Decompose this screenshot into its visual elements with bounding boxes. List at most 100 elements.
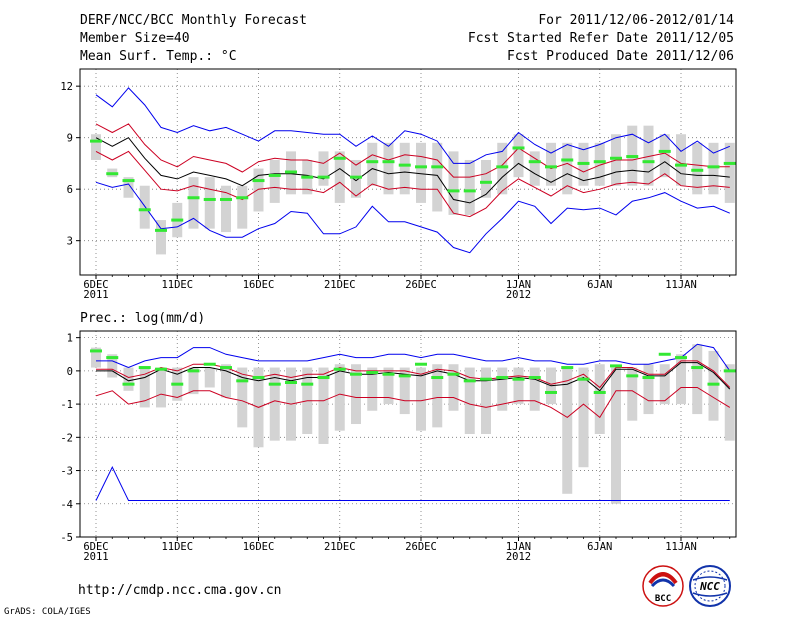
range-bar: [497, 142, 508, 195]
title-left-1: DERF/NCC/BCC Monthly Forecast: [80, 13, 307, 28]
range-bar: [156, 367, 166, 408]
y-tick-label: -4: [60, 499, 73, 511]
range-bar: [529, 367, 540, 411]
y-tick-label: -3: [60, 466, 73, 478]
x-tick-label: 26DEC: [405, 279, 437, 291]
x-tick-label: 1JAN: [506, 541, 531, 553]
range-bar: [643, 125, 654, 186]
range-bar: [432, 364, 443, 428]
range-bar: [318, 151, 329, 186]
range-bar: [416, 142, 426, 203]
range-bar: [546, 142, 556, 186]
ensemble-min-line: [95, 181, 730, 254]
x-tick-label: 26DEC: [405, 541, 437, 553]
range-bar: [399, 142, 410, 195]
range-bar: [204, 177, 215, 229]
range-bar: [253, 168, 264, 212]
grads-credit: GrADS: COLA/IGES: [4, 607, 91, 617]
range-bar: [627, 367, 638, 421]
range-bar: [237, 185, 248, 229]
range-bar: [724, 364, 735, 441]
range-bar: [562, 367, 573, 494]
ensemble-p90-line: [95, 123, 730, 178]
range-bar: [464, 159, 475, 215]
range-bar: [318, 367, 329, 444]
range-bar: [562, 142, 573, 195]
title-right-2: Fcst Started Refer Date 2011/12/05: [468, 31, 734, 46]
range-bar: [692, 142, 703, 195]
x-tick-label: 11DEC: [161, 279, 193, 291]
range-bar: [351, 159, 361, 198]
ensemble-p90-line: [96, 360, 731, 389]
range-bar: [432, 142, 443, 212]
range-bar: [578, 367, 589, 468]
range-bar: [269, 367, 280, 441]
range-bar: [708, 142, 719, 195]
x-tick-label: 21DEC: [324, 541, 356, 553]
y-tick-label: 6: [67, 184, 73, 196]
plot-frame: [79, 68, 737, 276]
x-tick-label: 21DEC: [324, 279, 356, 291]
x-tick-label: 1JAN: [506, 279, 531, 291]
y-tick-label: 3: [67, 236, 73, 248]
plot-frame: [79, 330, 737, 538]
title-left-3: Mean Surf. Temp.: °C: [80, 49, 237, 64]
range-bar: [659, 364, 670, 405]
x-tick-label: 6DEC: [83, 541, 108, 553]
y-tick-label: 1: [67, 333, 73, 345]
range-bar: [481, 367, 491, 434]
range-bar: [91, 347, 101, 368]
x-tick-label: 6JAN: [587, 541, 612, 553]
y-tick-label: -1: [60, 399, 73, 411]
range-bar: [676, 354, 686, 405]
x-tick-label: 11JAN: [665, 541, 697, 553]
ensemble-max-line: [96, 343, 731, 372]
range-bar: [367, 142, 378, 186]
x-tick-label: 11DEC: [161, 541, 193, 553]
range-bar: [351, 364, 361, 425]
range-bar: [513, 134, 524, 178]
ensemble-mean-line: [96, 362, 731, 392]
title-right-3: Fcst Produced Date 2011/12/06: [507, 49, 734, 64]
x-year-label: 2012: [506, 289, 531, 301]
x-tick-label: 16DEC: [243, 279, 275, 291]
range-bar: [237, 367, 248, 428]
range-bar: [221, 364, 231, 398]
range-bar: [724, 142, 735, 203]
range-bar: [383, 367, 394, 405]
range-bar: [529, 151, 540, 186]
y-tick-label: 9: [67, 133, 73, 145]
y-tick-label: -2: [60, 432, 73, 444]
y-tick-label: 12: [60, 81, 73, 93]
ensemble-mean-line: [95, 137, 730, 204]
range-bar: [643, 364, 654, 415]
range-bar: [139, 367, 150, 408]
x-tick-label: 6DEC: [83, 279, 108, 291]
range-bar: [204, 367, 215, 388]
range-bar: [269, 159, 280, 203]
range-bar: [594, 364, 605, 434]
range-bar: [188, 177, 199, 229]
range-bar: [692, 344, 703, 415]
x-year-label: 2011: [83, 289, 108, 301]
x-tick-label: 6JAN: [587, 279, 612, 291]
range-bar: [91, 134, 101, 160]
y-tick-label: 0: [67, 366, 73, 378]
range-bar: [156, 220, 166, 255]
ensemble-min-line: [95, 466, 730, 501]
range-bar: [708, 350, 719, 421]
title-right-1: For 2011/12/06-2012/01/14: [538, 13, 734, 28]
range-bar: [659, 134, 670, 178]
precip-panel-title: Prec.: log(mm/d): [80, 311, 205, 326]
range-bar: [123, 177, 134, 198]
range-bar: [139, 185, 150, 229]
range-bar: [399, 367, 410, 415]
range-bar: [594, 142, 605, 186]
range-bar: [497, 367, 508, 411]
range-bar: [221, 185, 231, 233]
range-bar: [367, 367, 378, 411]
ncc-logo: NCC: [689, 565, 731, 607]
x-year-label: 2011: [83, 551, 108, 563]
range-bar: [481, 159, 491, 198]
